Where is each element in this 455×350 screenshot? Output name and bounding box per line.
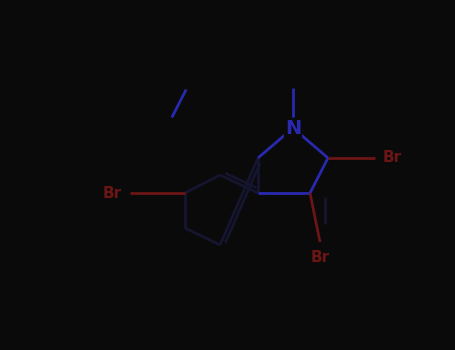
- Text: N: N: [285, 119, 301, 138]
- Text: Br: Br: [103, 186, 122, 201]
- Text: Br: Br: [310, 250, 329, 265]
- Text: Br: Br: [383, 150, 402, 166]
